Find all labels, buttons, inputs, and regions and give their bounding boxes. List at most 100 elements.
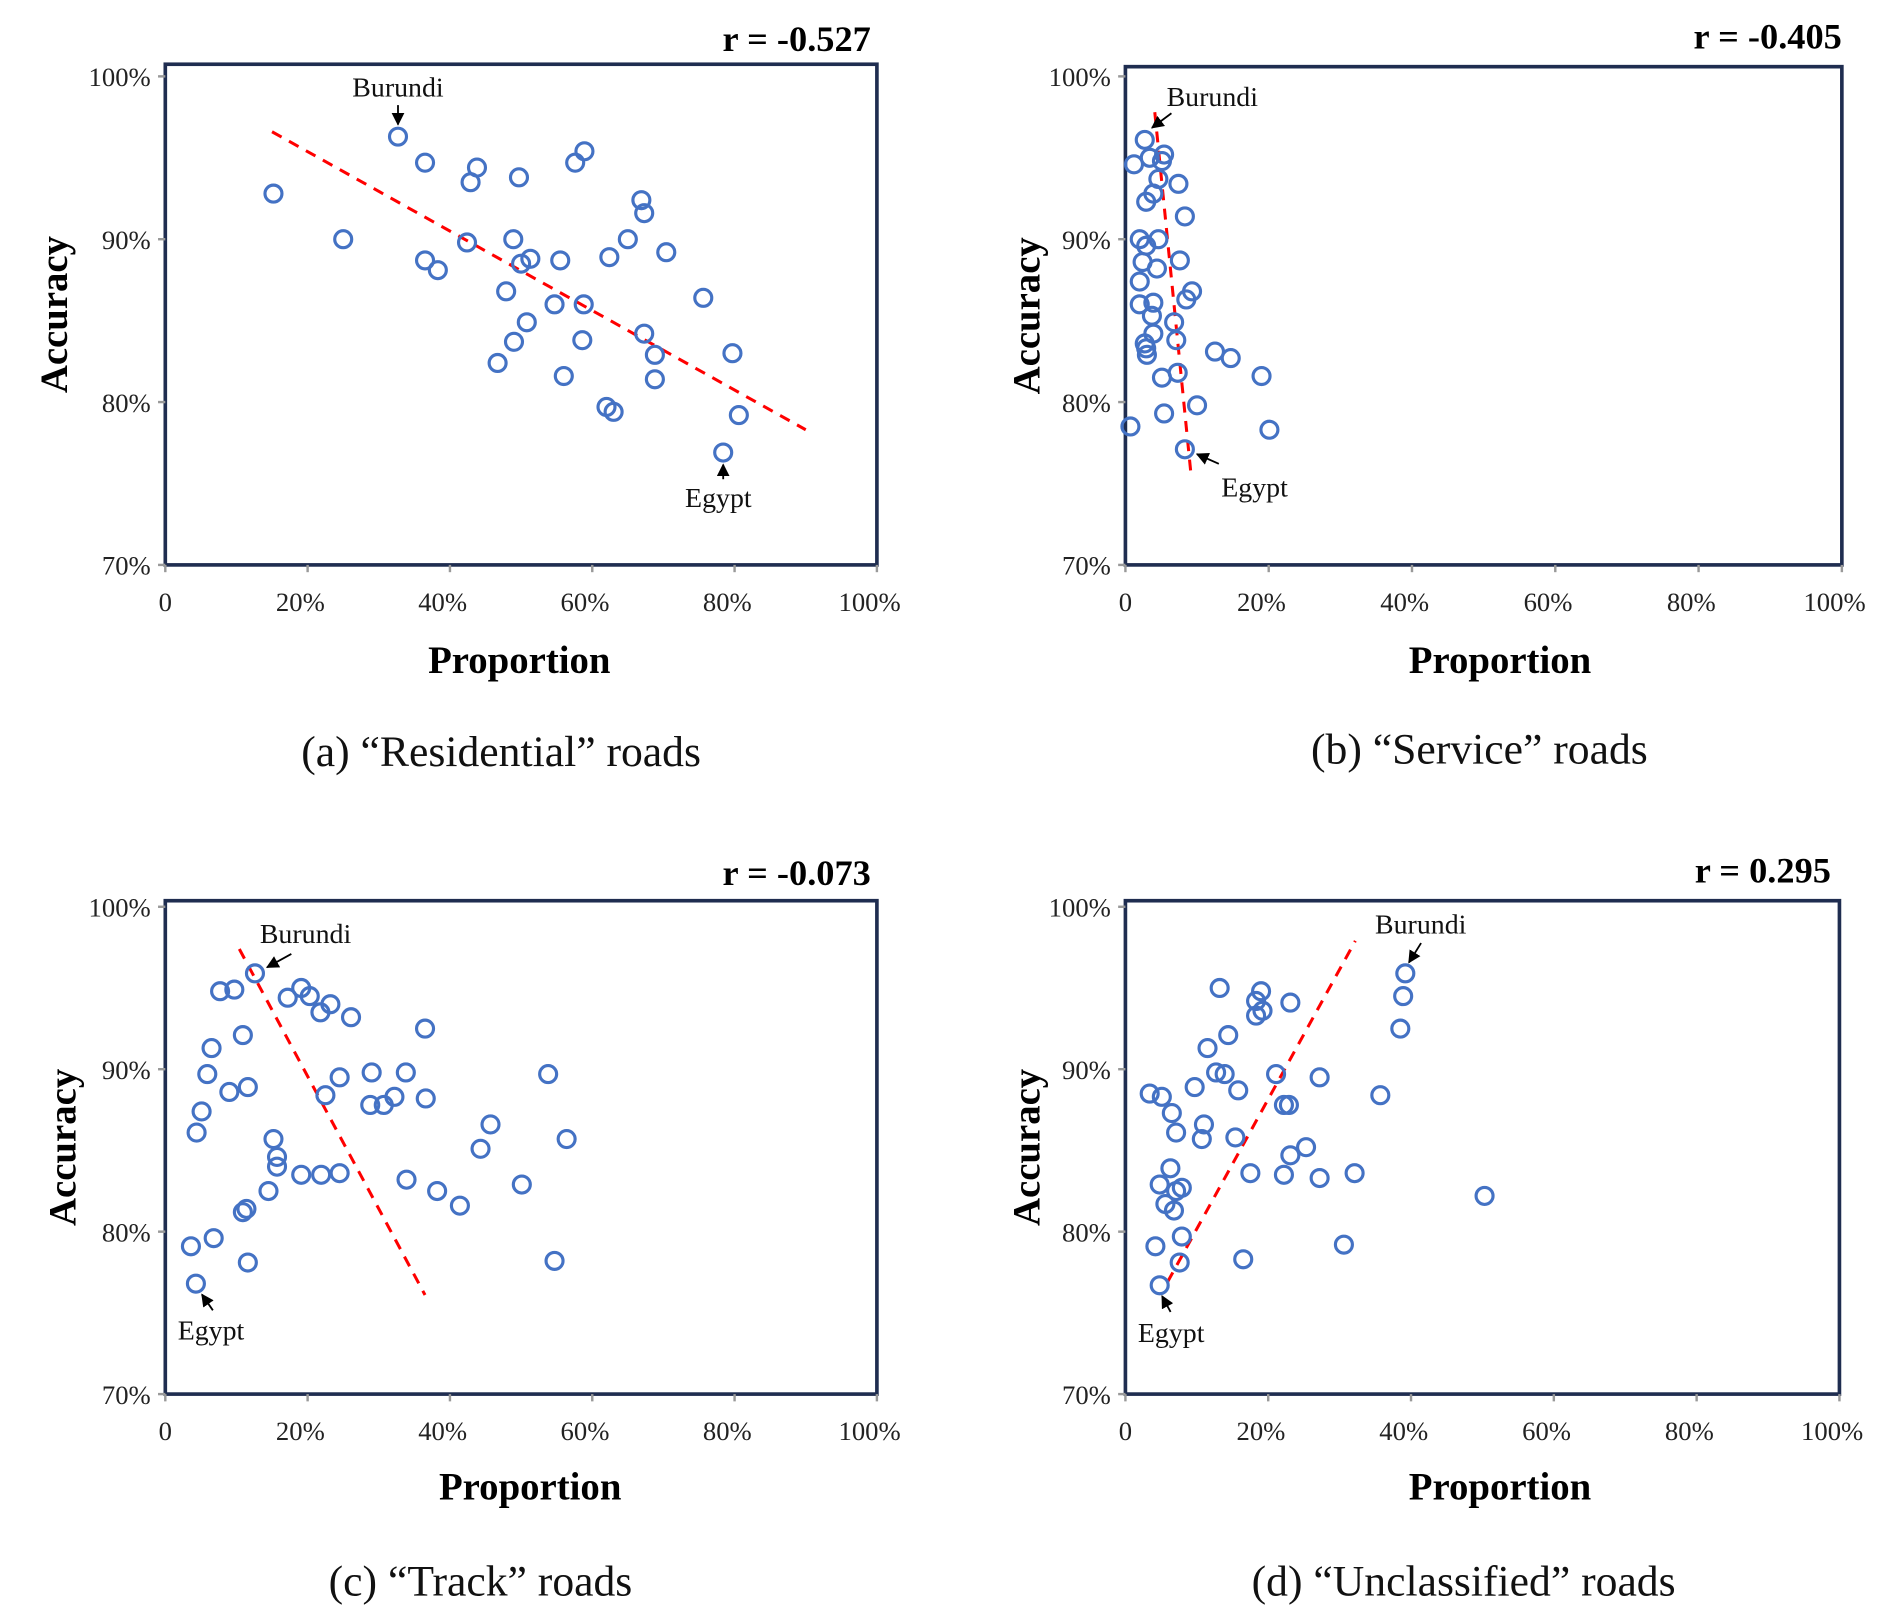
data-point (1252, 1000, 1273, 1021)
y-axis-label: Accuracy (1005, 237, 1048, 395)
data-point (603, 401, 624, 422)
data-point (1169, 250, 1190, 271)
data-point (291, 1164, 312, 1185)
data-point (1395, 963, 1416, 984)
data-point (1259, 419, 1280, 440)
data-point (1160, 1158, 1181, 1179)
data-point (572, 330, 593, 351)
country-annotation: Burundi (1375, 909, 1467, 940)
data-point (1474, 1185, 1495, 1206)
data-point (244, 963, 266, 984)
data-point (186, 1122, 207, 1143)
x-tick-label: 80% (703, 587, 752, 617)
data-point (1225, 1127, 1246, 1148)
x-tick-label: 100% (839, 1416, 901, 1446)
data-point (395, 1062, 416, 1083)
data-point (258, 1180, 279, 1202)
x-tick-label: 20% (1237, 587, 1286, 617)
data-point (414, 1018, 436, 1039)
country-annotation: Burundi (260, 919, 352, 950)
data-point (310, 1002, 331, 1023)
data-point (516, 312, 537, 333)
data-point (1129, 229, 1150, 250)
data-point (266, 1146, 288, 1167)
x-tick-label: 0 (159, 1416, 172, 1446)
data-point (1251, 365, 1272, 387)
data-point (427, 1180, 448, 1202)
data-point (1184, 1077, 1205, 1098)
data-point (1251, 981, 1272, 1002)
annotation-arrow (201, 1293, 214, 1311)
data-point (384, 1086, 405, 1107)
y-tick-label: 70% (102, 551, 151, 581)
y-tick-label: 100% (89, 892, 151, 922)
data-point (544, 294, 565, 315)
data-point (237, 1252, 258, 1273)
x-tick-label: 100% (1803, 587, 1865, 617)
y-tick-label: 70% (102, 1380, 151, 1410)
data-point (1186, 395, 1208, 416)
data-point (634, 203, 655, 224)
data-point (1168, 173, 1189, 194)
plot-frame (163, 898, 879, 1396)
data-point (387, 126, 409, 147)
data-point (470, 1138, 491, 1159)
trend-line (271, 130, 807, 432)
data-point (544, 1250, 565, 1271)
x-tick-label: 40% (418, 587, 467, 617)
country-annotation: Egypt (1138, 1318, 1205, 1349)
data-point (1148, 229, 1169, 250)
plot-frame (1123, 898, 1842, 1396)
x-tick-label: 0 (159, 587, 172, 617)
data-point (1136, 338, 1157, 359)
data-point (631, 190, 652, 211)
country-annotation: Egypt (685, 483, 752, 514)
data-point (219, 1081, 240, 1103)
x-tick-label: 60% (561, 1416, 610, 1446)
data-point (617, 229, 638, 250)
data-point (1206, 1062, 1227, 1083)
data-point (1166, 1122, 1187, 1143)
panel-caption: (d) “Unclassified” roads (1252, 1557, 1676, 1605)
x-axis-label: Proportion (1409, 639, 1591, 682)
data-point (263, 183, 284, 204)
data-point (1309, 1167, 1330, 1189)
x-tick-label: 20% (276, 587, 325, 617)
panel-caption: (b) “Service” roads (1311, 726, 1648, 774)
data-point (414, 250, 436, 271)
x-tick-label: 60% (1524, 587, 1573, 617)
scatter-panel-a: 70% 80% 90% 100% 0 20% 40% 60% 80% 100% r = -0.527… (33, 19, 901, 776)
data-point (1134, 129, 1155, 150)
data-point (299, 986, 320, 1007)
correlation-label: r = -0.527 (723, 19, 871, 59)
y-tick-label: 90% (102, 225, 151, 255)
data-point (232, 1202, 253, 1223)
data-point (1143, 292, 1164, 313)
data-point (1136, 191, 1157, 212)
data-point (556, 1128, 577, 1150)
x-tick-label: 0 (1119, 1416, 1132, 1446)
data-point (1151, 1086, 1172, 1107)
y-tick-label: 100% (89, 62, 151, 92)
data-point (1228, 1080, 1249, 1101)
x-axis-label: Proportion (1409, 1466, 1591, 1509)
data-point (1139, 1083, 1160, 1104)
data-point (191, 1101, 212, 1122)
y-tick-label: 90% (1062, 1055, 1111, 1085)
x-tick-label: 20% (276, 1416, 325, 1446)
data-point (340, 1007, 362, 1028)
y-tick-label: 80% (102, 1217, 151, 1247)
y-tick-label: 90% (1062, 225, 1111, 255)
data-point (1139, 147, 1160, 168)
x-tick-label: 60% (561, 587, 610, 617)
country-annotation: Egypt (178, 1315, 245, 1346)
data-point (1129, 271, 1150, 292)
x-tick-label: 40% (418, 1416, 467, 1446)
y-tick-label: 70% (1062, 1380, 1111, 1410)
x-tick-label: 40% (1380, 587, 1429, 617)
data-point (456, 232, 478, 253)
data-point (1167, 362, 1188, 383)
data-point (333, 229, 354, 250)
data-point (550, 250, 571, 271)
y-tick-label: 80% (1062, 388, 1111, 418)
